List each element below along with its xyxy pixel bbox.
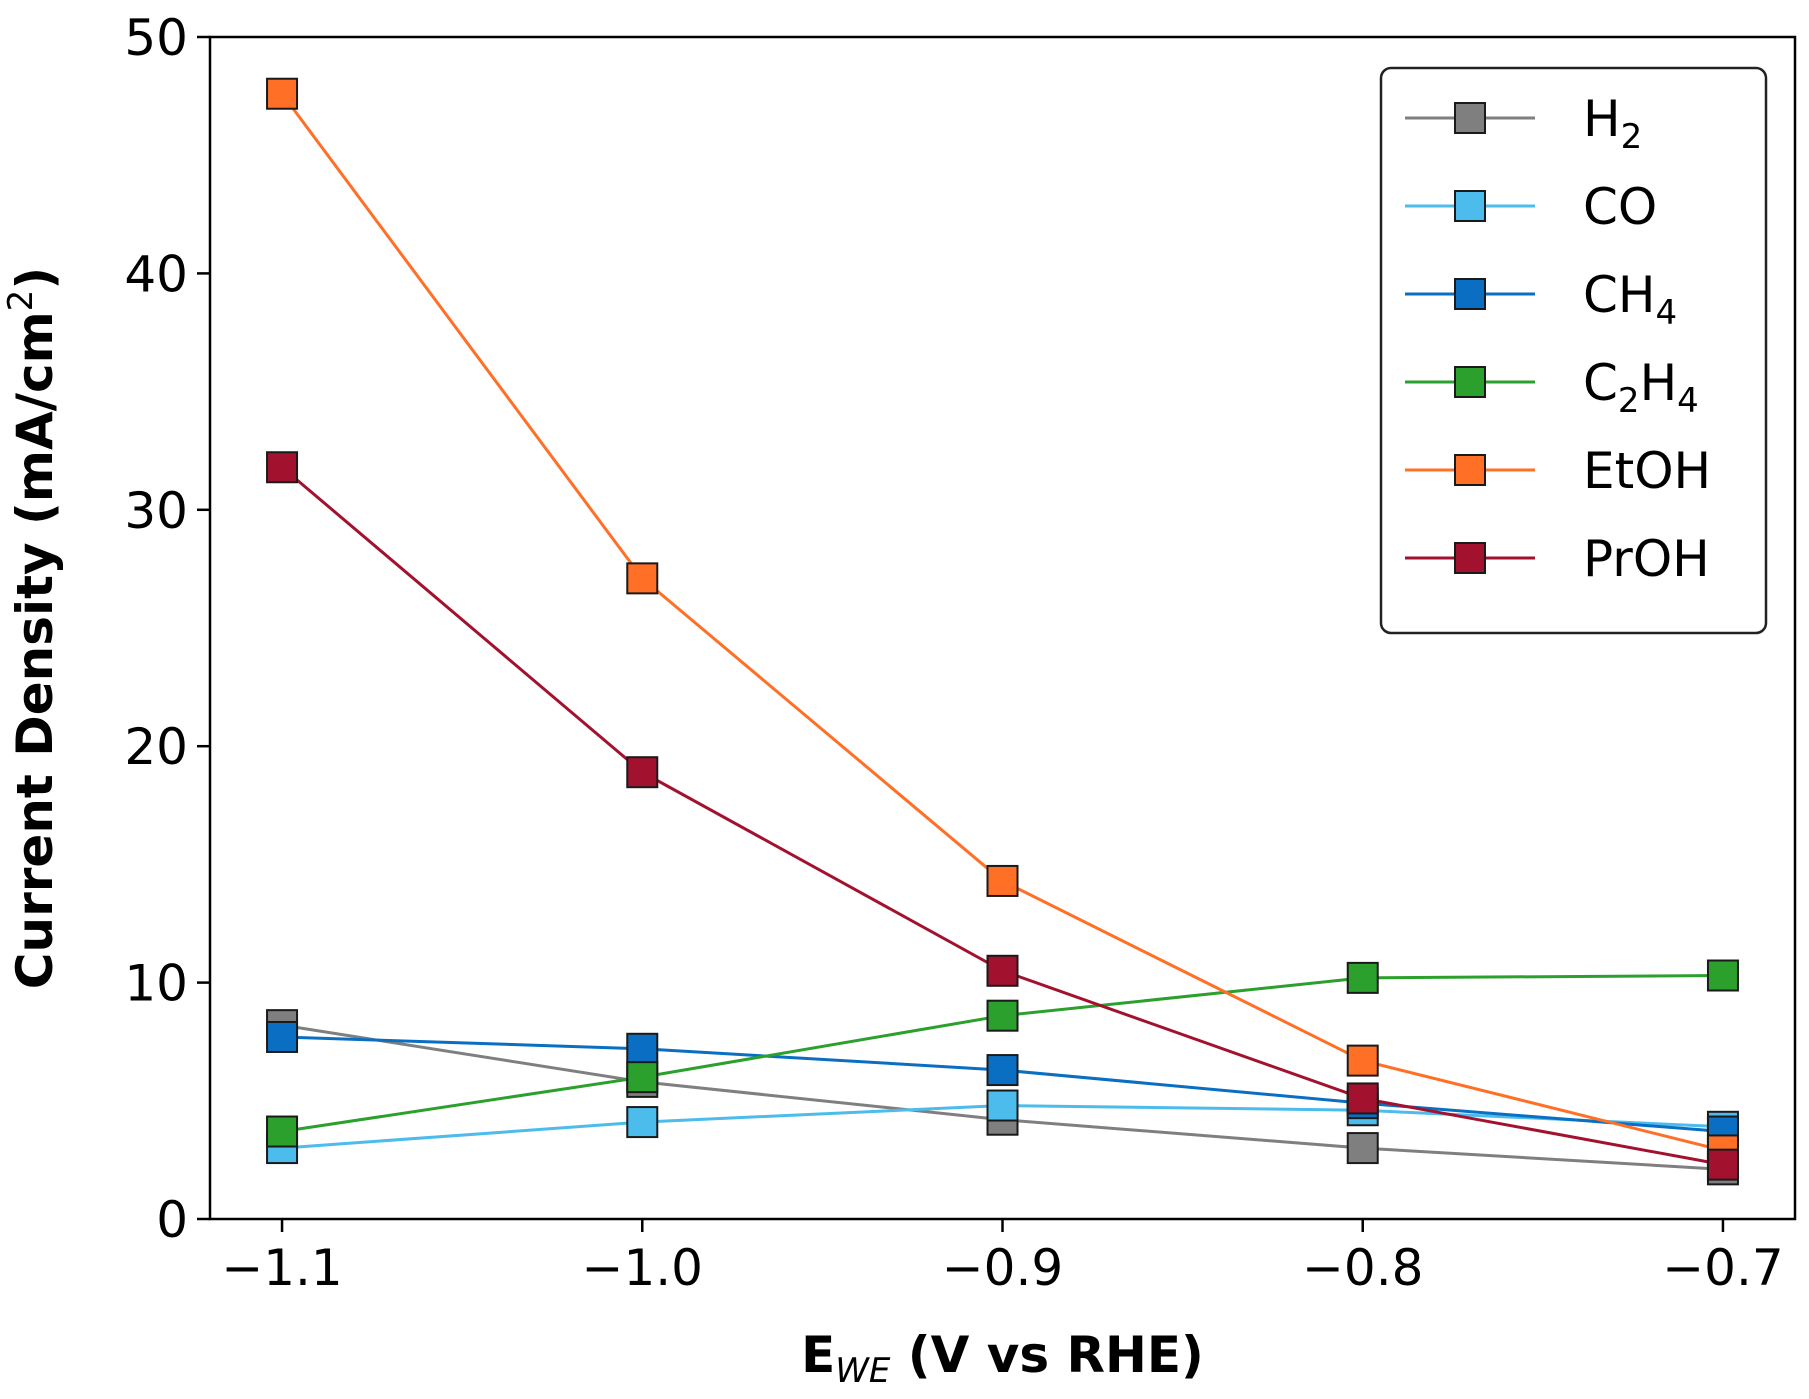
x-tick-label: −0.8 [1302, 1239, 1423, 1297]
legend-marker-etoh [1454, 454, 1486, 486]
data-point-ch4 [626, 1032, 659, 1065]
y-tick-label: 0 [156, 1191, 188, 1249]
data-point-c2h4 [1346, 961, 1379, 994]
x-tick-label: −1.0 [582, 1239, 703, 1297]
x-tick-label: −1.1 [221, 1239, 342, 1297]
y-tick-label: 30 [124, 482, 188, 540]
y-tick-label: 10 [124, 955, 188, 1013]
data-point-proh [1346, 1082, 1379, 1115]
data-point-c2h4 [986, 999, 1019, 1032]
y-axis-title: Current Density (mA/cm2) [1, 267, 64, 989]
data-point-proh [986, 954, 1019, 987]
data-point-proh [1706, 1148, 1739, 1181]
y-tick-label: 20 [124, 718, 188, 776]
x-tick-label: −0.9 [942, 1239, 1063, 1297]
data-point-ch4 [266, 1020, 299, 1053]
legend-label-etoh: EtOH [1583, 442, 1711, 500]
legend-label-c2h4: C2H4 [1583, 354, 1699, 421]
data-point-proh [266, 451, 299, 484]
data-point-c2h4 [626, 1061, 659, 1094]
data-point-co [626, 1106, 659, 1139]
data-point-h2 [1346, 1132, 1379, 1165]
data-point-ch4 [986, 1054, 1019, 1087]
data-point-c2h4 [1706, 959, 1739, 992]
legend-label-ch4: CH4 [1583, 266, 1677, 333]
legend-label-h2: H2 [1583, 90, 1642, 157]
y-tick-label: 40 [124, 245, 188, 303]
x-tick-label: −0.7 [1662, 1239, 1783, 1297]
legend-marker-ch4 [1454, 278, 1486, 310]
x-axis-title: EWE (V vs RHE) [801, 1326, 1204, 1391]
data-point-etoh [986, 864, 1019, 897]
legend-marker-co [1454, 190, 1486, 222]
data-point-etoh [266, 77, 299, 110]
data-point-co [986, 1089, 1019, 1122]
legend-marker-c2h4 [1454, 366, 1486, 398]
data-point-c2h4 [266, 1115, 299, 1148]
data-point-etoh [1346, 1044, 1379, 1077]
y-tick-label: 50 [124, 9, 188, 67]
legend-marker-proh [1454, 542, 1486, 574]
data-point-proh [626, 756, 659, 789]
legend-marker-h2 [1454, 102, 1486, 134]
legend-label-co: CO [1583, 178, 1657, 236]
legend-label-proh: PrOH [1583, 530, 1710, 588]
data-point-etoh [626, 562, 659, 595]
